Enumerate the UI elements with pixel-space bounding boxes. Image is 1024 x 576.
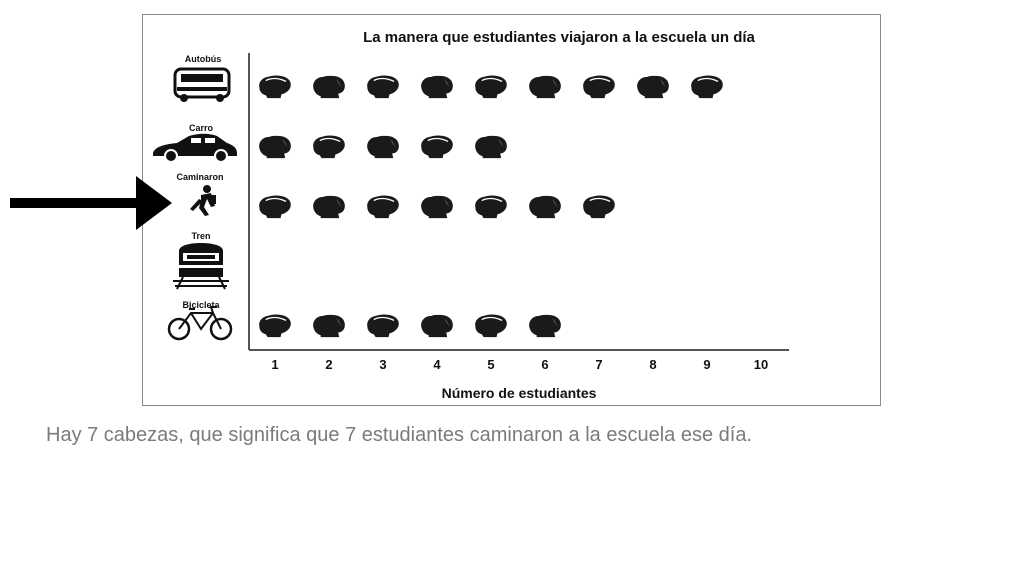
x-tick-label: 8 — [649, 357, 656, 372]
student-head-icon — [313, 75, 345, 99]
pictograph-chart: La manera que estudiantes viajaron a la … — [142, 14, 881, 406]
x-tick-label: 10 — [754, 357, 768, 372]
markers-layer — [258, 75, 724, 338]
category-label-autobus: Autobús — [185, 54, 222, 64]
category-label-bicicleta: Bicicleta — [182, 300, 220, 310]
pointer-arrow — [10, 176, 172, 230]
student-head-icon — [421, 314, 453, 338]
chart-canvas: La manera que estudiantes viajaron a la … — [153, 29, 789, 401]
student-head-icon — [529, 195, 561, 219]
student-head-icon — [258, 314, 292, 338]
category-label-carro: Carro — [189, 123, 214, 133]
caption-text: Hay 7 cabezas, que significa que 7 estud… — [46, 424, 752, 446]
student-head-icon — [529, 314, 561, 338]
student-head-icon — [529, 75, 561, 99]
x-tick-label: 7 — [595, 357, 602, 372]
x-axis-label: Número de estudiantes — [442, 385, 597, 401]
student-head-icon — [313, 314, 345, 338]
student-head-icon — [421, 75, 453, 99]
x-tick-labels: 1 2 3 4 5 6 7 8 9 10 — [271, 357, 768, 372]
student-head-icon — [582, 75, 616, 99]
x-tick-label: 1 — [271, 357, 278, 372]
student-head-icon — [367, 135, 399, 159]
bicycle-icon — [167, 306, 233, 341]
student-head-icon — [366, 195, 400, 219]
x-tick-label: 4 — [433, 357, 441, 372]
student-head-icon — [259, 135, 291, 159]
x-tick-label: 2 — [325, 357, 332, 372]
student-head-icon — [420, 135, 454, 159]
student-head-icon — [421, 195, 453, 219]
category-label-tren: Tren — [191, 231, 210, 241]
student-head-icon — [474, 75, 508, 99]
student-head-icon — [637, 75, 669, 99]
x-tick-label: 3 — [379, 357, 386, 372]
student-head-icon — [690, 75, 724, 99]
x-tick-label: 5 — [487, 357, 494, 372]
car-icon — [153, 133, 237, 163]
student-head-icon — [366, 314, 400, 338]
student-head-icon — [582, 195, 616, 219]
train-icon — [173, 243, 229, 290]
walker-icon — [190, 185, 216, 216]
student-head-icon — [313, 195, 345, 219]
student-head-icon — [474, 314, 508, 338]
chart-title: La manera que estudiantes viajaron a la … — [363, 29, 755, 46]
bus-icon — [173, 67, 231, 102]
x-tick-label: 9 — [703, 357, 710, 372]
student-head-icon — [258, 75, 292, 99]
category-label-caminaron: Caminaron — [176, 172, 223, 182]
student-head-icon — [475, 135, 507, 159]
student-head-icon — [474, 195, 508, 219]
x-tick-label: 6 — [541, 357, 548, 372]
student-head-icon — [366, 75, 400, 99]
student-head-icon — [258, 195, 292, 219]
student-head-icon — [312, 135, 346, 159]
